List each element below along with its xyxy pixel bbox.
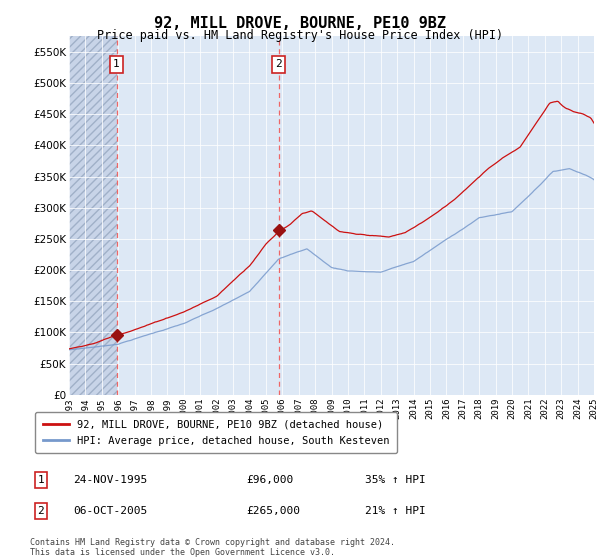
Legend: 92, MILL DROVE, BOURNE, PE10 9BZ (detached house), HPI: Average price, detached : 92, MILL DROVE, BOURNE, PE10 9BZ (detach… <box>35 412 397 453</box>
Text: 2: 2 <box>37 506 44 516</box>
Bar <box>69 36 116 395</box>
Text: 35% ↑ HPI: 35% ↑ HPI <box>365 475 425 485</box>
Text: £96,000: £96,000 <box>246 475 293 485</box>
Text: 92, MILL DROVE, BOURNE, PE10 9BZ: 92, MILL DROVE, BOURNE, PE10 9BZ <box>154 16 446 31</box>
Text: 06-OCT-2005: 06-OCT-2005 <box>73 506 148 516</box>
Text: Contains HM Land Registry data © Crown copyright and database right 2024.
This d: Contains HM Land Registry data © Crown c… <box>30 538 395 557</box>
Text: £265,000: £265,000 <box>246 506 300 516</box>
Text: 1: 1 <box>37 475 44 485</box>
Text: 2: 2 <box>275 59 282 69</box>
Text: Price paid vs. HM Land Registry's House Price Index (HPI): Price paid vs. HM Land Registry's House … <box>97 29 503 42</box>
Text: 1: 1 <box>113 59 120 69</box>
Text: 21% ↑ HPI: 21% ↑ HPI <box>365 506 425 516</box>
Text: 24-NOV-1995: 24-NOV-1995 <box>73 475 148 485</box>
